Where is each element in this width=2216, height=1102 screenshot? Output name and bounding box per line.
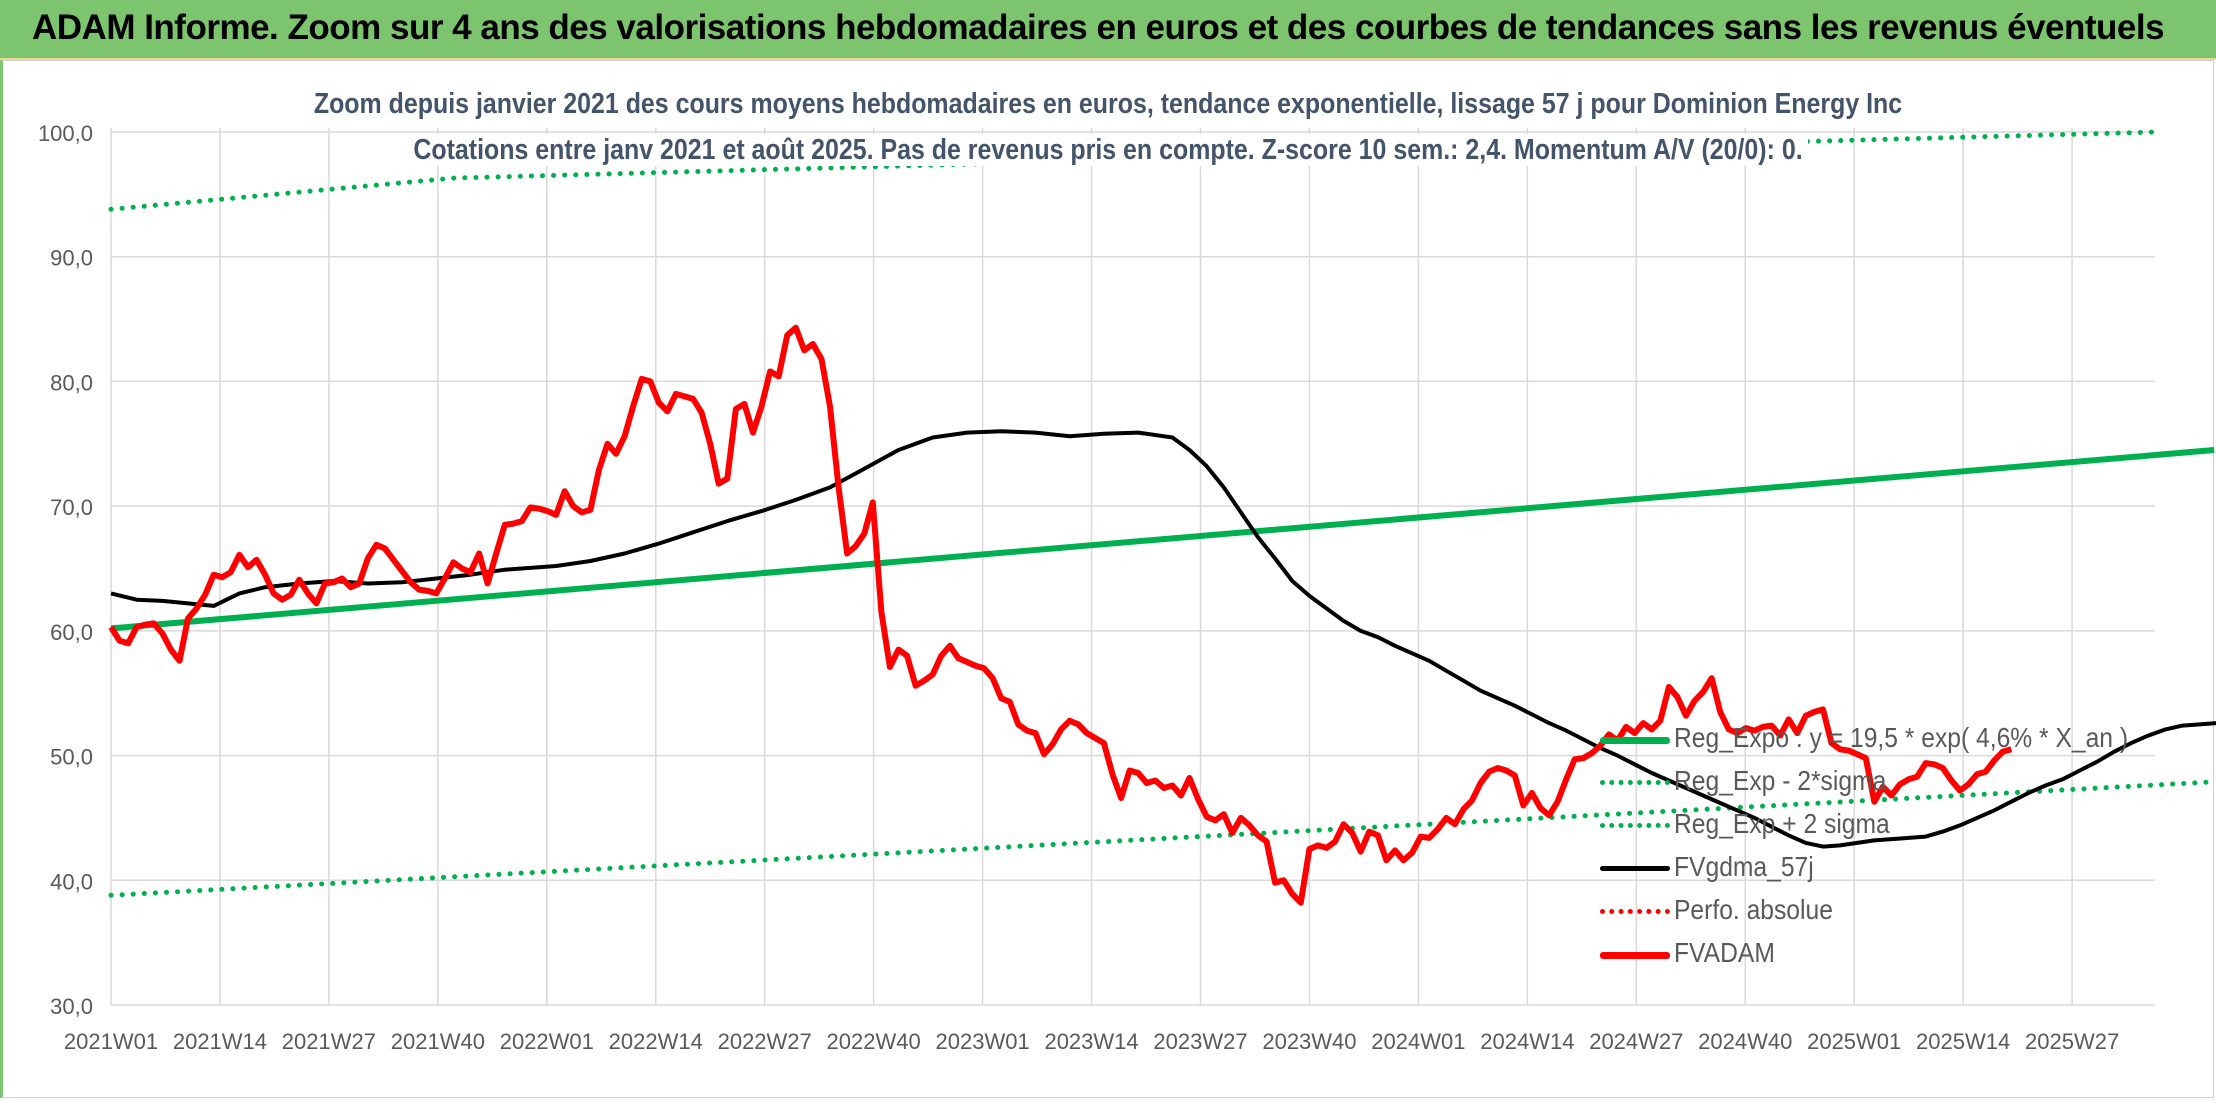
chart-frame	[0, 60, 2214, 1098]
y-tick-label: 30,0	[50, 994, 93, 1019]
x-tick-label: 2022W14	[609, 1029, 703, 1054]
x-tick-label: 2022W40	[827, 1029, 921, 1054]
x-tick-label: 2024W14	[1480, 1029, 1574, 1054]
x-tick-label: 2025W27	[2025, 1029, 2119, 1054]
chart-series	[108, 129, 2216, 906]
y-tick-label: 40,0	[50, 869, 93, 894]
x-tick-label: 2021W27	[282, 1029, 376, 1054]
x-tick-label: 2021W40	[391, 1029, 485, 1054]
y-axis-tick-labels: 30,0 40,0 50,0 60,0 70,0 80,0 90,0 100,0	[38, 121, 93, 1019]
x-tick-label: 2021W01	[64, 1029, 158, 1054]
legend-swatch	[1600, 952, 1670, 959]
legend-item: FVADAM	[1600, 933, 2120, 976]
chart-legend: Reg_Expo : y = 19,5 * exp( 4,6% * X_an )…	[1600, 718, 2128, 976]
x-tick-label: 2021W14	[173, 1029, 267, 1054]
series-line-2	[108, 129, 2160, 212]
legend-item: Perfo. absolue	[1600, 890, 2120, 933]
legend-item: Reg_Expo : y = 19,5 * exp( 4,6% * X_an )	[1600, 718, 2128, 761]
y-tick-label: 70,0	[50, 495, 93, 520]
series-line-0	[110, 447, 2215, 632]
x-tick-label: 2024W01	[1371, 1029, 1465, 1054]
chart-subtitle: Cotations entre janv 2021 et août 2025. …	[155, 134, 2061, 167]
legend-label: FVgdma_57j	[1674, 851, 1814, 882]
legend-label: Perfo. absolue	[1674, 894, 1833, 925]
legend-label: Reg_Exp - 2*sigma	[1674, 765, 1887, 796]
legend-swatch	[1600, 737, 1670, 744]
legend-label: FVADAM	[1674, 937, 1775, 968]
x-tick-label: 2023W01	[936, 1029, 1030, 1054]
x-tick-label: 2025W14	[1916, 1029, 2010, 1054]
x-tick-label: 2023W14	[1044, 1029, 1138, 1054]
legend-label: Reg_Exp + 2 sigma	[1674, 808, 1890, 839]
chart-grid	[110, 128, 2155, 1006]
y-tick-label: 50,0	[50, 745, 93, 770]
y-tick-label: 90,0	[50, 246, 93, 271]
title-banner: ADAM Informe. Zoom sur 4 ans des valoris…	[0, 0, 2216, 60]
legend-swatch	[1600, 823, 1670, 828]
legend-item: Reg_Exp - 2*sigma	[1600, 761, 2120, 804]
legend-swatch	[1600, 866, 1670, 871]
x-axis-tick-labels: 2021W01 2021W14 2021W27 2021W40 2022W01 2022W…	[64, 1029, 2119, 1054]
series-line-3	[110, 429, 2216, 849]
y-tick-label: 60,0	[50, 620, 93, 645]
series-line-5	[108, 324, 2013, 906]
series-line-1	[108, 779, 2216, 898]
legend-label: Reg_Expo : y = 19,5 * exp( 4,6% * X_an )	[1674, 722, 2129, 753]
x-tick-label: 2022W01	[500, 1029, 594, 1054]
y-tick-label: 100,0	[38, 121, 93, 146]
x-tick-label: 2025W01	[1807, 1029, 1901, 1054]
legend-item: FVgdma_57j	[1600, 847, 2120, 890]
y-tick-label: 80,0	[50, 370, 93, 395]
x-tick-label: 2023W27	[1153, 1029, 1247, 1054]
x-tick-label: 2022W27	[718, 1029, 812, 1054]
banner-title: ADAM Informe. Zoom sur 4 ans des valoris…	[32, 8, 2165, 47]
legend-swatch	[1600, 909, 1670, 914]
x-tick-label: 2024W40	[1698, 1029, 1792, 1054]
legend-swatch	[1600, 780, 1670, 785]
x-tick-label: 2024W27	[1589, 1029, 1683, 1054]
x-tick-label: 2023W40	[1262, 1029, 1356, 1054]
legend-item: Reg_Exp + 2 sigma	[1600, 804, 2120, 847]
chart-title: Zoom depuis janvier 2021 des cours moyen…	[155, 88, 2061, 121]
